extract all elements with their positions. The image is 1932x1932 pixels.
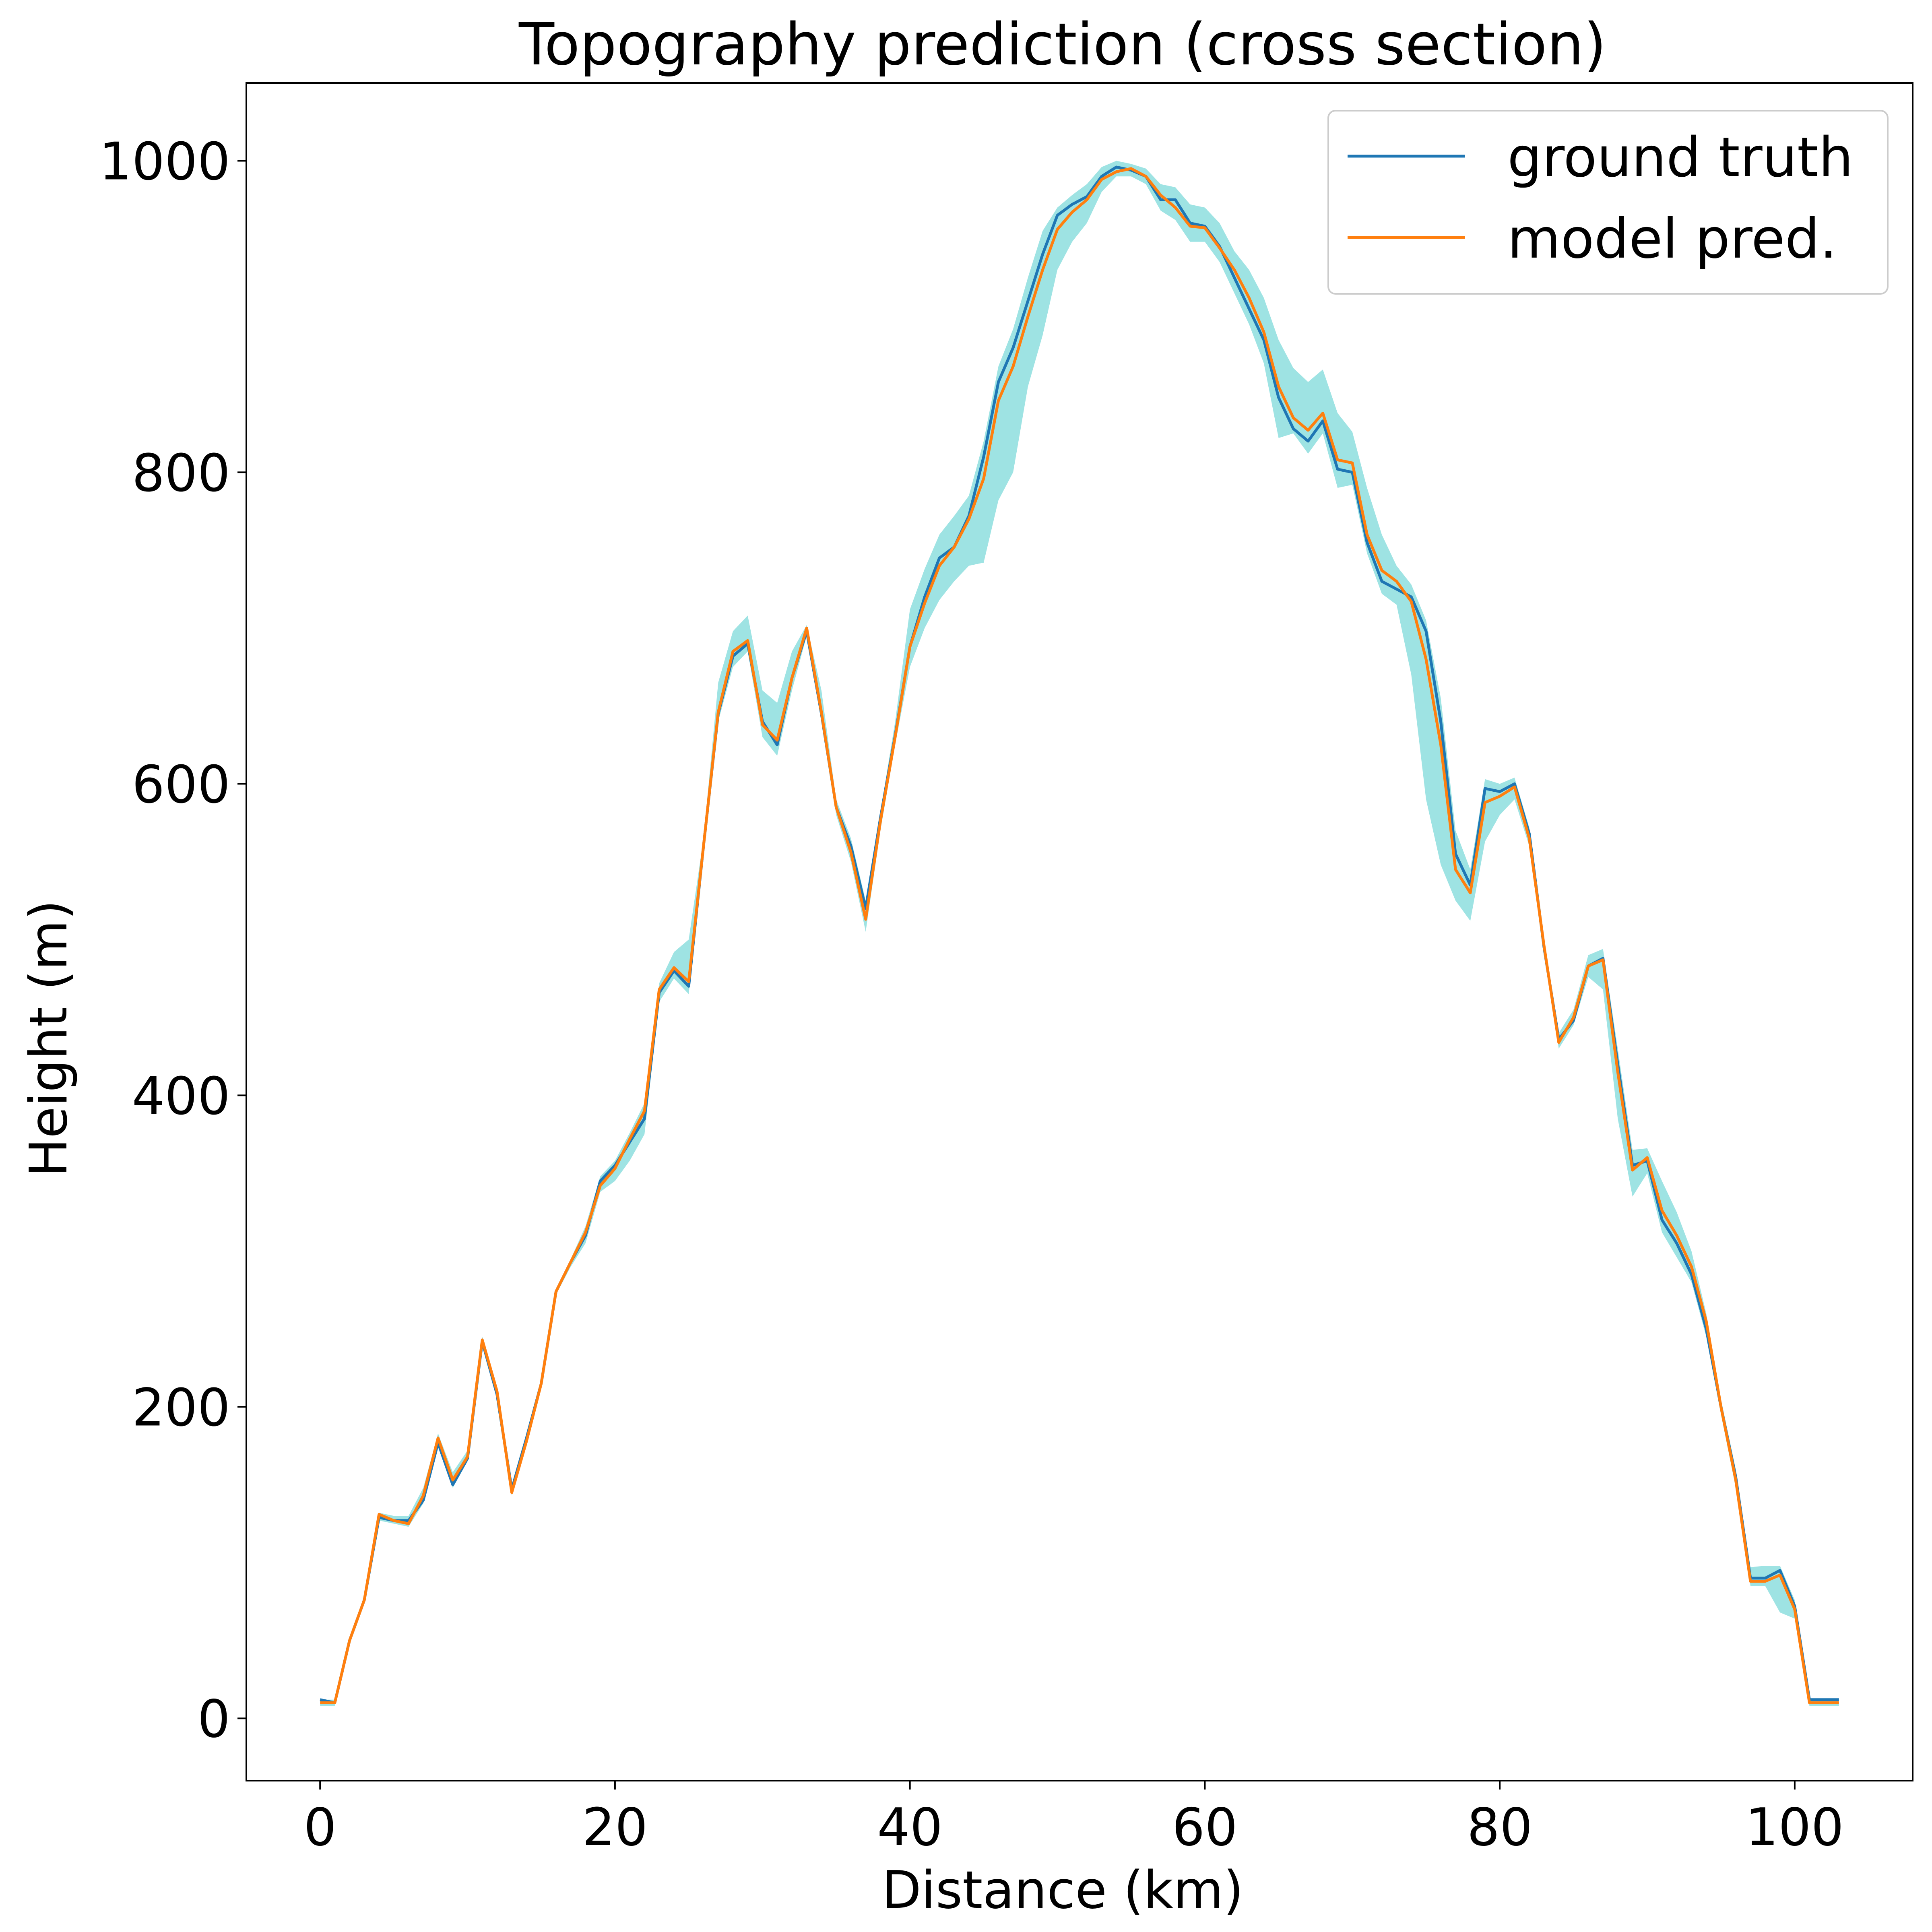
y-tick-label: 600 [132, 755, 230, 815]
legend: ground truth model pred. [1327, 110, 1889, 295]
y-tick-label: 1000 [99, 132, 230, 192]
x-tick-label: 0 [303, 1798, 336, 1858]
chart-title: Topography prediction (cross section) [518, 10, 1606, 78]
x-tick-label: 40 [877, 1798, 943, 1858]
legend-label-model-pred: model pred. [1507, 207, 1837, 271]
y-tick-label: 0 [198, 1689, 230, 1749]
x-tick-label: 80 [1467, 1798, 1533, 1858]
x-tick-label: 100 [1746, 1798, 1844, 1858]
y-tick-label: 800 [132, 443, 230, 503]
x-tick-label: 20 [582, 1798, 648, 1858]
y-axis-label: Height (m) [19, 900, 79, 1177]
legend-box [1327, 110, 1889, 295]
x-axis-label: Distance (km) [881, 1860, 1243, 1920]
legend-label-ground-truth: ground truth [1507, 126, 1853, 190]
y-axis: 0 200 400 600 800 1000 [99, 132, 246, 1749]
plot-frame [246, 82, 1913, 1781]
x-tick-label: 60 [1172, 1798, 1238, 1858]
series-layer [320, 165, 1839, 1704]
y-tick-label: 200 [132, 1378, 230, 1438]
series-line-model-pred [320, 167, 1839, 1704]
y-tick-label: 400 [132, 1066, 230, 1126]
x-axis: 0 20 40 60 80 100 [303, 1781, 1844, 1858]
